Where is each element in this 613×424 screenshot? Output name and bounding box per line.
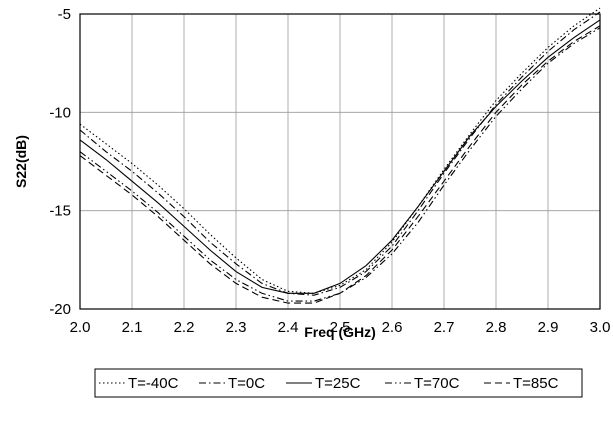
- x-tick-label: 2.1: [122, 319, 143, 336]
- x-tick-label: 2.6: [382, 319, 403, 336]
- grid-lines: [79, 13, 601, 310]
- x-tick-label: 3.0: [590, 319, 611, 336]
- x-tick-label: 2.3: [226, 319, 247, 336]
- x-axis-label: Freq (GHz): [304, 324, 376, 340]
- plot-frame: [79, 13, 601, 310]
- y-tick-label: -5: [58, 6, 71, 23]
- series-line-T=-40C: [79, 7, 601, 294]
- y-tick-label: -15: [49, 203, 71, 220]
- series-line-T=85C: [79, 25, 601, 304]
- y-axis-label: S22(dB): [13, 135, 29, 188]
- legend-label-T=0C: T=0C: [228, 375, 265, 392]
- y-tick-label: -20: [49, 301, 71, 318]
- x-tick-label: 2.2: [174, 319, 195, 336]
- legend-label-T=85C: T=85C: [513, 375, 559, 392]
- y-tick-labels: -5 -10 -15 -20: [49, 6, 71, 318]
- series-lines: [79, 7, 601, 304]
- legend-label-T=-40C: T=-40C: [128, 375, 179, 392]
- legend-label-T=25C: T=25C: [315, 375, 361, 392]
- x-tick-label: 2.8: [486, 319, 507, 336]
- x-tick-label: 2.7: [434, 319, 455, 336]
- legend: T=-40C T=0C T=25C T=70C T=85C: [94, 368, 583, 398]
- series-line-T=70C: [79, 27, 601, 302]
- series-line-T=0C: [79, 11, 601, 296]
- x-tick-label: 2.4: [278, 319, 299, 336]
- legend-label-T=70C: T=70C: [414, 375, 460, 392]
- x-tick-label: 2.5: [330, 319, 351, 336]
- series-line-T=25C: [79, 19, 601, 294]
- x-tick-label: 2.9: [538, 319, 559, 336]
- y-tick-label: -10: [49, 104, 71, 121]
- x-tick-label: 2.0: [70, 319, 91, 336]
- x-tick-labels: 2.0 2.1 2.2 2.3 2.4 2.5 2.6 2.7 2.8 2.9 3.0: [70, 319, 611, 336]
